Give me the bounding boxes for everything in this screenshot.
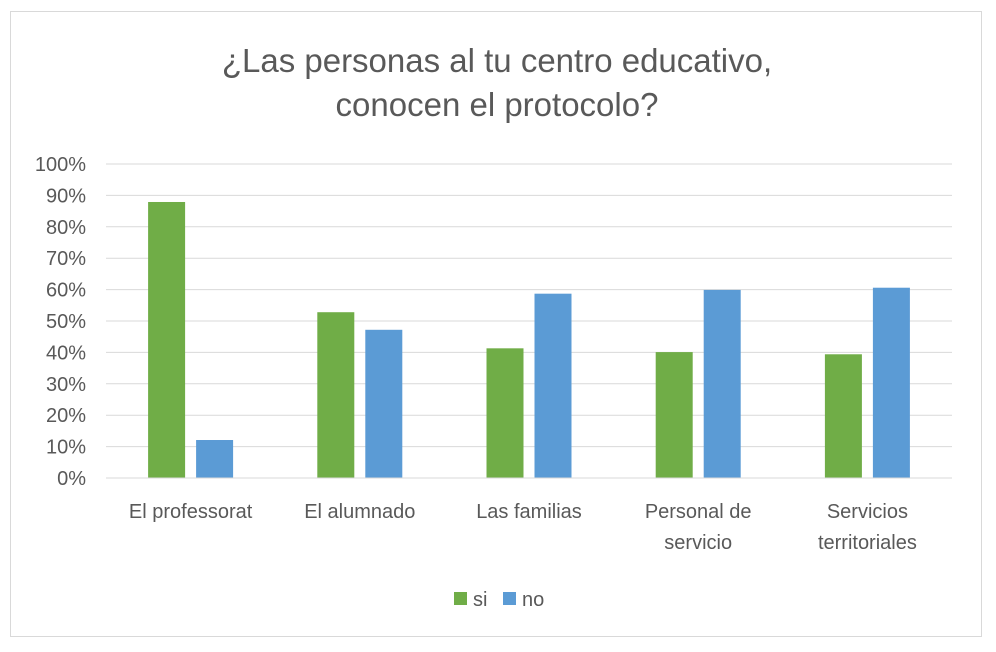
y-tick-label: 20%	[46, 405, 86, 427]
bar-no-1	[365, 329, 403, 478]
x-category-label: El alumnado	[304, 501, 415, 523]
y-tick-label: 50%	[46, 311, 86, 333]
y-tick-label: 60%	[46, 280, 86, 302]
y-tick-label: 100%	[35, 154, 86, 176]
y-tick-label: 40%	[46, 342, 86, 364]
legend-label-no: no	[522, 589, 544, 611]
chart-title-line-2: conocen el protocolo?	[336, 86, 659, 123]
legend: si no	[454, 589, 544, 611]
y-tick-label: 90%	[46, 185, 86, 207]
bar-si-0	[148, 201, 186, 478]
x-axis-categories: El professorat El alumnado Las familias Per…	[129, 501, 917, 554]
x-category-label: Servicios	[827, 501, 908, 523]
y-tick-label: 10%	[46, 437, 86, 459]
bar-si-2	[486, 348, 524, 478]
bar-si-1	[317, 312, 355, 478]
y-axis-ticks: 0% 10% 20% 30% 40% 50% 60% 70% 80% 90% 100%	[35, 154, 86, 490]
legend-swatch-si	[454, 592, 467, 605]
legend-label-si: si	[473, 589, 487, 611]
gridlines	[106, 163, 952, 448]
x-category-label: Las familias	[476, 501, 582, 523]
x-category-label: El professorat	[129, 501, 253, 523]
chart-title-line-1: ¿Las personas al tu centro educativo,	[222, 42, 772, 79]
y-tick-label: 0%	[57, 468, 86, 490]
chart-title: ¿Las personas al tu centro educativo, con…	[222, 42, 772, 123]
bar-no-2	[534, 293, 572, 478]
x-category-label: servicio	[664, 532, 732, 554]
bar-no-3	[703, 289, 741, 478]
bar-no-4	[872, 287, 910, 478]
bars	[148, 201, 910, 478]
bar-si-4	[824, 354, 862, 478]
bar-si-3	[655, 352, 693, 478]
y-tick-label: 30%	[46, 374, 86, 396]
x-category-label: Personal de	[645, 501, 752, 523]
y-tick-label: 70%	[46, 248, 86, 270]
bar-no-0	[196, 440, 234, 478]
x-category-label: territoriales	[818, 532, 917, 554]
y-tick-label: 80%	[46, 217, 86, 239]
legend-swatch-no	[503, 592, 516, 605]
